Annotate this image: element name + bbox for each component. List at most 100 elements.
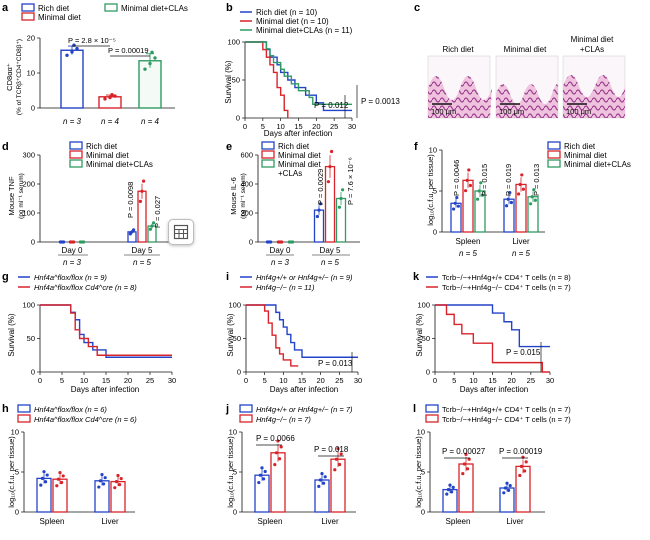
panel-h-group-spleen: Spleen — [40, 517, 65, 526]
y-tick-label: 0 — [31, 368, 35, 377]
data-point — [56, 477, 61, 481]
panel-e-legend-cla-2: +CLAs — [278, 169, 302, 178]
data-point — [337, 205, 341, 209]
panel-i-xlabel: Days after infection — [270, 385, 338, 394]
y-tick-label: 0 — [15, 508, 19, 517]
x-tick-label: 10 — [469, 376, 477, 385]
data-point — [336, 447, 340, 451]
panel-k-curves — [435, 304, 550, 373]
x-tick-label: 30 — [348, 122, 356, 131]
data-point — [464, 452, 468, 456]
data-point — [138, 199, 142, 203]
panel-h-ylabel: log₁₀(c.f.u. per tissue) — [7, 436, 16, 508]
panel-i-letter: i — [226, 271, 229, 283]
data-point — [75, 46, 79, 51]
data-point — [328, 165, 332, 169]
data-point — [148, 227, 152, 231]
survival-curve-2 — [245, 41, 289, 118]
panel-d-letter: d — [2, 141, 9, 153]
panel-g-xlabel: Days after infection — [71, 385, 139, 394]
panel-a-legend-rich: Rich diet — [38, 4, 70, 13]
y-tick-label: 10 — [417, 428, 425, 437]
panel-l-legend-2: Tcrb−/−+Hnf4g−/− CD4⁺ T cells (n = 7) — [442, 415, 571, 424]
data-point — [523, 469, 527, 473]
data-point — [153, 56, 157, 60]
panel-b-legend-rich: Rich diet (n = 10) — [256, 8, 317, 17]
data-point — [466, 467, 470, 471]
panel-f-n-liver: n = 5 — [512, 249, 531, 258]
x-tick-label: 20 — [124, 376, 132, 385]
data-point — [102, 482, 106, 486]
data-point — [507, 488, 511, 492]
panel-j-legend-1: Hnf4g+/+ or Hnf4g+/− (n = 7) — [256, 405, 353, 414]
panel-e-ylabel-2: (pg ml⁻¹ serum) — [240, 173, 247, 219]
y-tick-label: 200 — [22, 180, 35, 189]
panel-j-p1: P = 0.0066 — [256, 434, 295, 443]
panel-h-letter: h — [2, 403, 9, 415]
data-point — [480, 193, 484, 197]
data-point — [518, 473, 522, 478]
panel-b-significance: P = 0.012 P = 0.0013 — [314, 85, 400, 118]
panel-k-p: P = 0.015 — [506, 348, 541, 357]
data-point — [506, 197, 510, 201]
data-point — [455, 195, 459, 200]
data-point — [257, 480, 261, 485]
panel-k-xlabel: Days after infection — [460, 385, 528, 394]
panel-b-p1: P = 0.012 — [314, 101, 349, 110]
data-point — [476, 197, 480, 201]
panel-i-legend-2: Hnf4g−/− (n = 11) — [256, 283, 315, 292]
data-point — [44, 480, 48, 484]
legend-swatch-minimal — [21, 12, 35, 21]
panel-k-ylabel: Survival (%) — [415, 313, 424, 356]
panel-g-legend: Hnf4a^flox/flox (n = 9) Hnf4a^flox/flox … — [18, 273, 137, 292]
panel-l-group-spleen: Spleen — [446, 517, 471, 526]
data-point — [464, 189, 468, 193]
y-tick-label: 5 — [433, 187, 437, 196]
panel-e-legend-cla-1: Minimal diet — [278, 160, 321, 169]
x-tick-label: 25 — [527, 376, 535, 385]
bar-1 — [60, 49, 84, 109]
data-point — [468, 183, 472, 188]
x-tick-label: 25 — [146, 376, 154, 385]
panel-b-legend-cla: Minimal diet+CLAs (n = 11) — [256, 26, 353, 35]
data-point — [461, 472, 465, 476]
x-tick-label: 0 — [433, 376, 437, 385]
panel-e-legend-rich: Rich diet — [278, 142, 310, 151]
panel-d-p1: P = 0.0098 — [126, 182, 135, 218]
panel-g-legend-1: Hnf4a^flox/flox (n = 9) — [34, 273, 107, 282]
panel-e-p2: P = 7.6 × 10⁻⁶ — [346, 157, 355, 205]
panel-e-ylabel-1: Mouse IL-6 — [229, 177, 238, 215]
panel-f-letter: f — [414, 141, 418, 153]
panel-i-legend: Hnf4g+/+ or Hnf4g+/− (n = 9) Hnf4g−/− (n… — [240, 273, 353, 292]
panel-b-ylabel: Survival (%) — [224, 60, 233, 103]
data-point — [317, 484, 321, 488]
data-point — [263, 469, 267, 474]
y-tick-label: 0 — [433, 228, 437, 237]
y-tick-label: 100 — [22, 301, 35, 310]
panel-a-letter: a — [2, 2, 9, 14]
y-tick-label: 10 — [27, 69, 35, 78]
data-point — [521, 455, 525, 459]
data-point — [339, 196, 343, 201]
data-point — [116, 473, 120, 478]
data-point — [55, 484, 59, 488]
panel-l-p2: P = 0.00019 — [499, 447, 543, 456]
panel-c-title-cla-1: Minimal diet — [571, 35, 614, 44]
data-point — [150, 224, 154, 228]
data-point — [108, 95, 112, 100]
data-point — [97, 485, 101, 489]
data-point — [45, 473, 49, 477]
survival-curve-1 — [245, 41, 352, 112]
panel-j-marks: 0 5 10 — [229, 428, 346, 517]
table-view-button[interactable] — [168, 219, 194, 245]
data-point — [519, 464, 524, 468]
data-point — [462, 462, 466, 466]
x-tick-label: 15 — [298, 376, 306, 385]
y-tick-label: 5 — [421, 468, 425, 477]
y-tick-label: 0 — [237, 368, 241, 377]
panel-d-ylabel-2: (pg ml⁻¹ serum) — [18, 173, 25, 219]
x-tick-label: 10 — [276, 122, 284, 131]
panel-j-legend-2: Hnf4g−/− (n = 7) — [256, 415, 311, 424]
panel-l-letter: l — [413, 403, 416, 415]
panel-a-p2: P = 0.00019 — [108, 46, 149, 55]
